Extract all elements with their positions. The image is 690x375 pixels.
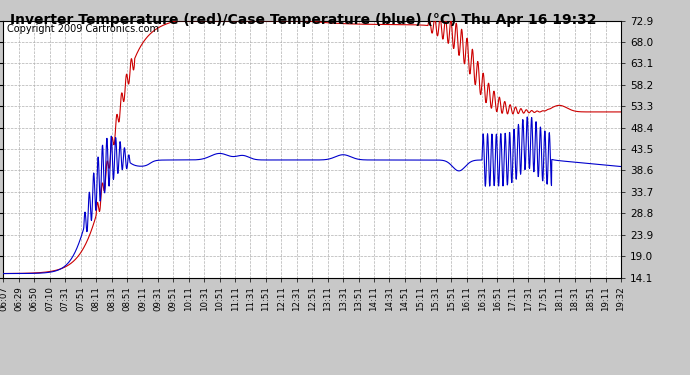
Text: Inverter Temperature (red)/Case Temperature (blue) (°C) Thu Apr 16 19:32: Inverter Temperature (red)/Case Temperat… — [10, 13, 597, 27]
Text: Copyright 2009 Cartronics.com: Copyright 2009 Cartronics.com — [6, 24, 159, 34]
